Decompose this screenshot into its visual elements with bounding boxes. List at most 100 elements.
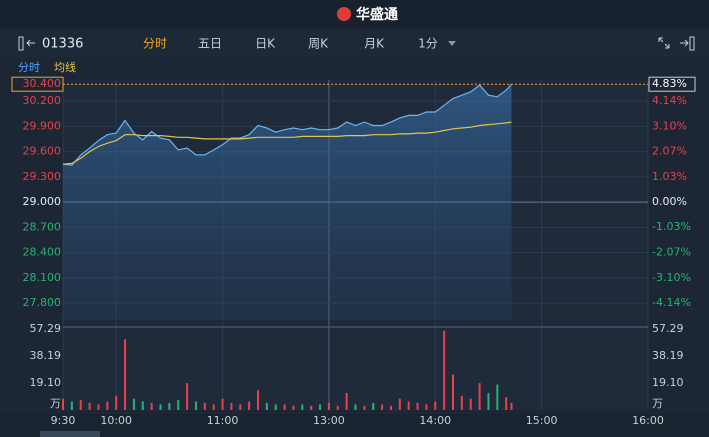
volume-bar [416, 402, 419, 410]
tab[interactable]: 周K [308, 37, 329, 51]
volume-bar [88, 402, 91, 410]
volume-bar [407, 401, 410, 410]
price-line [62, 83, 512, 166]
volume-bar [469, 398, 472, 410]
x-tick-label: 9:30 [51, 414, 76, 427]
volume-bar [62, 398, 64, 410]
x-tick-label: 13:00 [313, 414, 345, 427]
volume-bar [336, 405, 339, 410]
volume-bar [487, 393, 490, 410]
volume-bar [363, 405, 366, 410]
volume-bar [478, 383, 481, 410]
tab[interactable]: 月K [364, 37, 385, 51]
volume-bar [345, 393, 348, 410]
volume-bar [221, 398, 224, 410]
icon-back[interactable] [26, 39, 35, 47]
volume-bar [398, 398, 401, 410]
volume-bar [425, 404, 428, 410]
tab[interactable]: 日K [255, 37, 276, 51]
volume-bar [389, 405, 392, 410]
volume-bar [106, 401, 109, 410]
y2-tick-label: -3.10% [652, 271, 691, 284]
icon-forward[interactable] [680, 39, 689, 47]
volume-bar [97, 404, 100, 410]
tab[interactable]: 五日 [198, 37, 222, 51]
y2-tick-label: 4.14% [652, 94, 687, 107]
icon-fullscreen[interactable] [658, 37, 670, 49]
time-bar [0, 414, 709, 437]
icon-right[interactable] [689, 36, 695, 51]
tabs: 分时 五日 日K 周K 月K 1分 [143, 37, 438, 51]
volume-bar [460, 395, 463, 410]
volume-bar [496, 384, 499, 410]
y-tick-label: 28.700 [23, 220, 62, 233]
y-tick-label: 29.000 [23, 195, 62, 208]
volume-bar [186, 383, 189, 410]
y-tick-label: 28.100 [23, 271, 62, 284]
y-tick-label: 27.800 [23, 296, 62, 309]
volume-bar [239, 404, 242, 410]
volume-bar [230, 402, 233, 410]
volume-bar [510, 402, 513, 410]
volume-bar [354, 404, 357, 410]
volume-bar [381, 404, 384, 410]
vol-tick-label-right: 19.10 [652, 376, 684, 389]
x-tick-label: 16:00 [632, 414, 664, 427]
volume-bar [319, 404, 322, 410]
volume-bar [168, 402, 171, 410]
volume-bar [292, 405, 295, 410]
vol-unit-right: 万 [652, 397, 663, 410]
volume-bar [372, 402, 375, 410]
vol-tick-label: 38.19 [30, 349, 62, 362]
tab[interactable]: 分时 [143, 37, 167, 51]
dropdown-arrow[interactable] [448, 41, 456, 46]
y2-tick-label: 2.07% [652, 145, 687, 158]
volume-bar [248, 401, 251, 410]
legend-avg: 均线 [54, 60, 76, 74]
volume-bar [301, 404, 304, 410]
y2-tick-label: -1.03% [652, 220, 691, 233]
vol-tick-label-right: 38.19 [652, 349, 684, 362]
vol-unit: 万 [50, 397, 61, 410]
volume-bar [327, 402, 330, 410]
volume-bar [283, 404, 286, 410]
volume-bar [70, 401, 73, 410]
tab[interactable]: 1分 [418, 37, 438, 51]
y-tick-label: 29.600 [23, 145, 62, 158]
last-price-label: 30.400 [23, 77, 62, 90]
volume-bar [274, 404, 277, 410]
volume-bar [310, 405, 313, 410]
volume-bar [159, 404, 162, 410]
y-tick-label: 29.300 [23, 170, 62, 183]
vol-tick-label: 57.29 [30, 322, 62, 335]
icon-left[interactable] [18, 36, 24, 51]
volume-bar [141, 401, 144, 410]
x-tick-label: 11:00 [207, 414, 239, 427]
volume-bar [505, 397, 508, 410]
volume-bar [434, 401, 437, 410]
volume-bar [443, 330, 446, 410]
volume-bar [452, 374, 454, 410]
y-tick-label: 29.900 [23, 119, 62, 132]
scroll-thumb[interactable] [40, 431, 100, 437]
volume-bar [124, 339, 127, 410]
toolbar [0, 30, 709, 57]
price-area [63, 84, 512, 320]
last-change-box [648, 76, 696, 92]
avg-line [62, 121, 512, 165]
x-tick-label: 10:00 [100, 414, 132, 427]
volume-bar [203, 402, 206, 410]
volume-bar [177, 400, 180, 410]
x-tick-label: 14:00 [419, 414, 451, 427]
last-price-box [11, 76, 64, 92]
last-change-label: 4.83% [652, 77, 687, 90]
y2-tick-label: 0.00% [652, 195, 687, 208]
volume-bar [212, 404, 215, 410]
logo: 华盛通 [356, 6, 398, 23]
y2-tick-label: 3.10% [652, 119, 687, 132]
legend-price: 分时 [18, 61, 40, 74]
volume-bar [194, 401, 197, 410]
vol-tick-label: 19.10 [30, 376, 62, 389]
volume-bar [79, 400, 82, 410]
